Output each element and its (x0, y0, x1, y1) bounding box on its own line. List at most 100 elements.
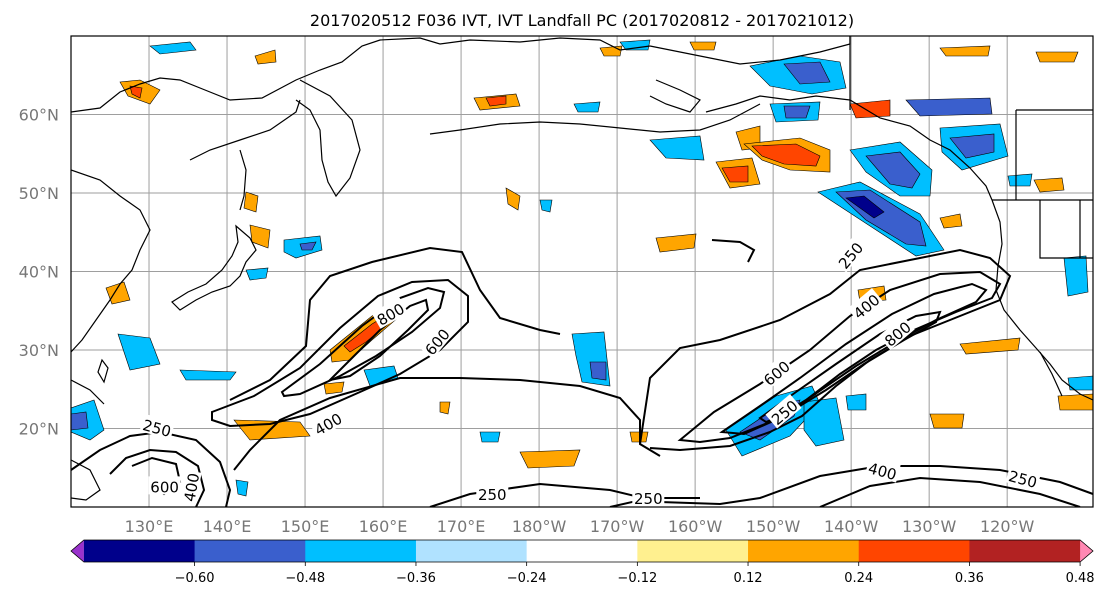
ivt-contour-label: 600 (148, 476, 181, 496)
colorbar-segment (748, 540, 860, 562)
pc-blob-positive (485, 95, 507, 107)
latitude-labels: 60°N 50°N 40°N 30°N 20°N (19, 106, 59, 439)
contour-label-halo (765, 394, 802, 429)
ivt-contour-label: 400 (847, 288, 884, 323)
lon-tick-label: 170°W (590, 517, 645, 536)
lat-tick-label: 40°N (19, 263, 59, 282)
ivt-contour-800 (326, 298, 430, 382)
pc-blob-negative (865, 151, 921, 189)
contour-label-text: 600 (150, 478, 179, 496)
colorbar: −0.60 −0.48 −0.36 −0.24 −0.12 0.12 0.24 0.36 0.4… (70, 539, 1095, 586)
coastlines (71, 36, 1093, 501)
pc-blob-positive (721, 165, 749, 183)
pc-blob-negative (71, 399, 105, 441)
pc-blob-negative (245, 267, 269, 281)
gridlines (71, 36, 1093, 507)
pc-blob-negative (1007, 173, 1033, 187)
colorbar-tick-label: −0.60 (175, 571, 215, 586)
colorbar-segment (415, 540, 528, 562)
ivt-contour-250 (429, 465, 1093, 507)
coastline-sakhalin (239, 149, 247, 211)
lon-tick-label: 140°W (824, 517, 879, 536)
pc-blob-positive (129, 85, 143, 99)
contour-label-halo (757, 354, 794, 390)
ivt-contour-label: 250 (1005, 464, 1042, 492)
ivt-contour-label: 400 (178, 469, 204, 505)
pc-blob-positive (439, 401, 451, 415)
contour-label-halo (1005, 464, 1042, 491)
contour-label-halo (832, 236, 867, 273)
lon-tick-label: 150°E (281, 517, 330, 536)
pc-blob-positive (655, 233, 697, 253)
contour-label-halo (371, 297, 409, 329)
pc-blob-negative (479, 431, 501, 443)
lon-tick-label: 140°E (203, 517, 252, 536)
ivt-contour-250 (71, 430, 232, 507)
pc-blob-positive (1035, 51, 1079, 63)
pc-blob-positive (1057, 393, 1093, 411)
pc-blob-positive (849, 99, 891, 119)
contour-label-halo (178, 469, 202, 505)
colorbar-segment (526, 540, 638, 562)
colorbar-segment (194, 540, 306, 562)
pc-blob-negative (589, 361, 607, 381)
pc-blob-positive (599, 45, 623, 57)
pc-blob-positive (243, 191, 259, 213)
pc-blob-negative (149, 41, 197, 55)
pc-blob-negative (783, 61, 831, 85)
coastline-alaska-south (705, 95, 993, 201)
ivt-contour-250 (233, 377, 661, 471)
colorbar-tick-label: −0.12 (617, 571, 657, 586)
pc-blob-negative (299, 241, 317, 251)
lat-tick-label: 50°N (19, 184, 59, 203)
colorbar-segment (858, 540, 970, 562)
coastline-korea-china (71, 169, 151, 353)
pc-blob-negative (803, 397, 845, 447)
colorbar-tick-label: 0.12 (734, 571, 763, 586)
coastline-bc-coast (991, 199, 1093, 401)
ivt-contour-400 (211, 278, 469, 428)
ivt-contour-250 (639, 248, 1012, 452)
pc-blob-positive (751, 143, 821, 167)
ivt-contour-label: 600 (757, 354, 794, 390)
colorbar-tick-label: −0.24 (507, 571, 547, 586)
lon-tick-label: 160°W (668, 517, 723, 536)
pc-blob-negative (905, 97, 993, 117)
colorbar-segment (83, 540, 196, 562)
contour-label-text: 400 (181, 472, 204, 503)
pc-blob-positive (505, 187, 521, 211)
colorbar-tick-label: 0.48 (1066, 571, 1095, 586)
pc-blob-positive (254, 49, 277, 65)
pc-blob-positive (323, 381, 345, 395)
pc-blob-positive (929, 413, 965, 429)
pc-blob-negative (573, 101, 601, 113)
pc-blob-negative (235, 479, 249, 497)
colorbar-tick-label: −0.36 (396, 571, 436, 586)
border-us-states (1015, 109, 1093, 259)
contour-label-halo (847, 288, 884, 323)
contour-label-halo (878, 315, 915, 350)
lat-tick-label: 30°N (19, 341, 59, 360)
contour-label-text: 250 (478, 486, 507, 504)
contour-label-halo (632, 488, 665, 507)
pc-blob-positive (519, 449, 581, 469)
coastline-asia (71, 37, 651, 113)
pc-blob-negative (783, 105, 811, 119)
colorbar-segment (969, 540, 1081, 562)
ivt-contour-600 (280, 286, 446, 398)
lon-tick-label: 120°W (980, 517, 1035, 536)
colorbar-extend-max (1080, 540, 1093, 562)
pc-blob-positive (939, 45, 991, 57)
colorbar-segment (305, 540, 417, 562)
pc-blob-positive (105, 281, 131, 305)
pc-blob-negative (179, 369, 237, 381)
ivt-contours (71, 239, 1093, 507)
lat-tick-label: 60°N (19, 106, 59, 125)
coastline-aleutians (429, 103, 761, 135)
colorbar-tick-label: 0.24 (844, 571, 873, 586)
coastline-bristol (649, 79, 701, 113)
lon-tick-label: 130°E (125, 517, 174, 536)
